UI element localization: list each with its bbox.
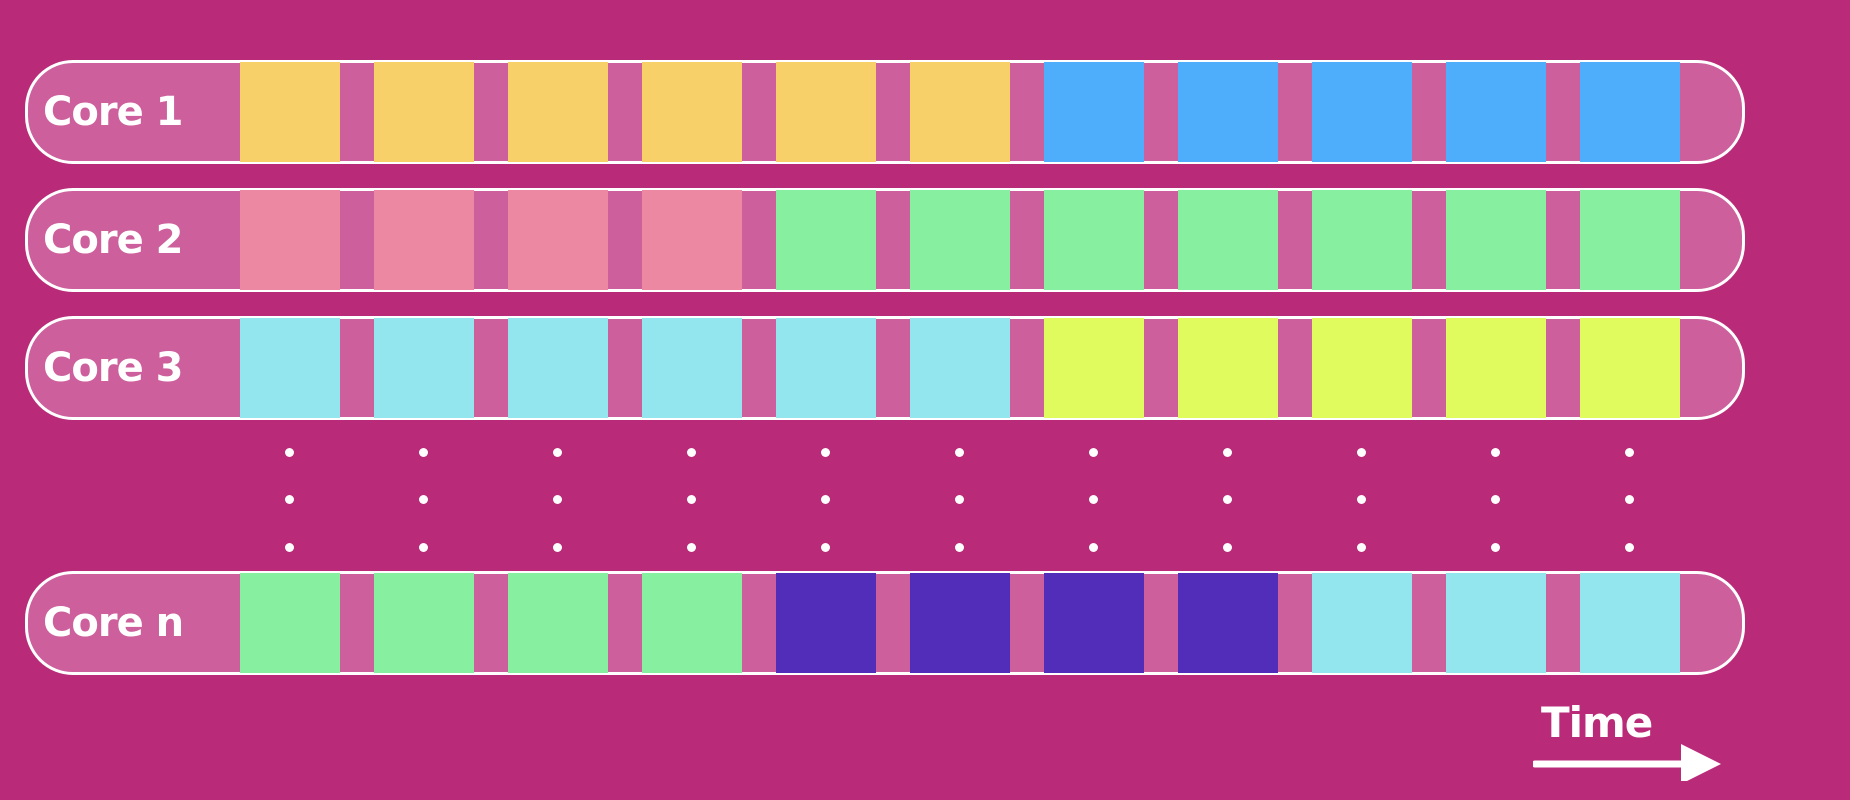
ellipsis-dot <box>1357 448 1366 457</box>
ellipsis-dot <box>553 495 562 504</box>
task-slot <box>910 318 1010 418</box>
task-slot <box>1178 190 1278 290</box>
ellipsis-dot <box>1357 543 1366 552</box>
task-slot <box>910 62 1010 162</box>
time-label: Time <box>1541 698 1653 747</box>
time-arrow-icon <box>1533 744 1721 781</box>
core-lane: Core n <box>25 571 1745 675</box>
ellipsis-dot <box>1625 543 1634 552</box>
task-slot <box>1312 573 1412 673</box>
ellipsis-dot <box>955 495 964 504</box>
task-slot <box>1044 62 1144 162</box>
task-slot <box>1044 190 1144 290</box>
task-slot <box>374 62 474 162</box>
core-lane: Core 3 <box>25 316 1745 420</box>
task-slot <box>1312 318 1412 418</box>
ellipsis-dot <box>1223 448 1232 457</box>
ellipsis-dot <box>1625 448 1634 457</box>
task-slot <box>1178 62 1278 162</box>
task-slot <box>776 318 876 418</box>
task-slot <box>240 62 340 162</box>
ellipsis-dot <box>1089 543 1098 552</box>
ellipsis-dot <box>419 543 428 552</box>
ellipsis-dot <box>553 543 562 552</box>
task-slot <box>1178 573 1278 673</box>
ellipsis-dot <box>821 448 830 457</box>
ellipsis-dot <box>955 448 964 457</box>
task-slot <box>642 318 742 418</box>
task-slot <box>374 318 474 418</box>
ellipsis-dot <box>419 448 428 457</box>
task-slot <box>1446 573 1546 673</box>
ellipsis-dot <box>1089 495 1098 504</box>
task-slot <box>1044 573 1144 673</box>
task-slot <box>1312 190 1412 290</box>
ellipsis-dot <box>1491 495 1500 504</box>
task-slot <box>1312 62 1412 162</box>
ellipsis-dot <box>553 448 562 457</box>
task-slot <box>1446 62 1546 162</box>
task-slot <box>776 573 876 673</box>
ellipsis-dot <box>1223 543 1232 552</box>
ellipsis-dot <box>687 495 696 504</box>
task-slot <box>642 62 742 162</box>
task-slot <box>1580 190 1680 290</box>
task-slot <box>508 62 608 162</box>
ellipsis-dot <box>1491 543 1500 552</box>
ellipsis-dot <box>821 543 830 552</box>
task-slot <box>1580 62 1680 162</box>
task-slot <box>1446 190 1546 290</box>
core-lane: Core 1 <box>25 60 1745 164</box>
ellipsis-dot <box>1625 495 1634 504</box>
ellipsis-dot <box>687 543 696 552</box>
task-slot <box>374 190 474 290</box>
core-label: Core n <box>43 600 184 646</box>
task-slot <box>374 573 474 673</box>
task-slot <box>508 190 608 290</box>
task-slot <box>240 573 340 673</box>
ellipsis-dot <box>285 448 294 457</box>
ellipsis-dot <box>1089 448 1098 457</box>
ellipsis-dot <box>1357 495 1366 504</box>
ellipsis-dot <box>285 495 294 504</box>
ellipsis-dot <box>285 543 294 552</box>
core-lane: Core 2 <box>25 188 1745 292</box>
task-slot <box>910 190 1010 290</box>
core-label: Core 2 <box>43 217 183 263</box>
task-slot <box>642 573 742 673</box>
ellipsis-dot <box>1491 448 1500 457</box>
task-slot <box>910 573 1010 673</box>
ellipsis-dot <box>1223 495 1232 504</box>
task-slot <box>1446 318 1546 418</box>
ellipsis-dot <box>821 495 830 504</box>
ellipsis-dot <box>687 448 696 457</box>
core-label: Core 3 <box>43 345 183 391</box>
ellipsis-dot <box>955 543 964 552</box>
task-slot <box>1178 318 1278 418</box>
ellipsis-dot <box>419 495 428 504</box>
task-slot <box>642 190 742 290</box>
task-slot <box>508 318 608 418</box>
core-label: Core 1 <box>43 89 183 135</box>
task-slot <box>1580 573 1680 673</box>
task-slot <box>508 573 608 673</box>
task-slot <box>1044 318 1144 418</box>
task-slot <box>776 190 876 290</box>
task-slot <box>776 62 876 162</box>
task-slot <box>1580 318 1680 418</box>
task-slot <box>240 318 340 418</box>
task-slot <box>240 190 340 290</box>
